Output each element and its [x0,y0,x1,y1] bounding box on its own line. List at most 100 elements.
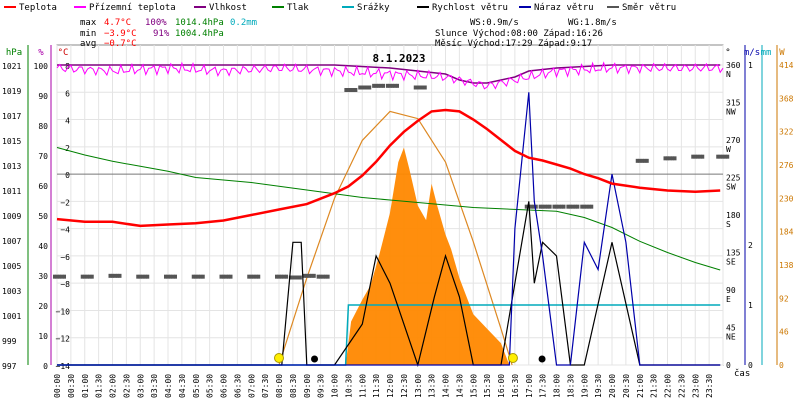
temp-tick-label: −10 [56,307,71,316]
rad-tick-label: 92 [779,294,789,303]
wind-dir-point [372,83,376,88]
wind-dir-point [635,158,639,163]
wind-dir-point [580,204,584,209]
hpa-tick-label: 1013 [2,162,21,171]
axes: hPa% °C1021101910171015101310111009100710… [2,45,794,398]
hpa-tick-label: 1009 [2,212,21,221]
wind-dir-point [222,274,225,279]
wind-dir-point [391,83,394,88]
wind-dir-point [316,274,320,279]
time-tick-label: 05:30 [206,374,215,398]
time-tick-label: 09:30 [317,374,326,398]
wind-dir-point [587,204,591,209]
temp-tick-label: −6 [60,253,70,262]
percent-tick-label: 60 [38,182,48,191]
wind-dir-point [305,273,309,278]
stat-min-temp: −3.9°C [104,29,137,39]
percent-tick-label: 90 [38,92,48,101]
hpa-tick-label: 1019 [2,87,21,96]
wind-dir-point [573,204,577,209]
time-tick-label: 14:00 [442,374,451,398]
wind-dir-point [543,204,547,209]
time-tick-label: 11:30 [372,374,381,398]
time-tick-label: 20:00 [608,374,617,398]
axis-unit-ms: m/s [744,48,760,58]
wind-dir-point [721,154,725,159]
wind-dir-point [393,83,397,88]
legend-label: Teplota [19,3,57,13]
legend-label: Přízemní teplota [89,3,176,13]
wind-dir-point [423,85,427,90]
dir-tick-name: S [726,220,731,229]
percent-tick-label: 0 [43,362,48,371]
wind-dir-point [298,275,302,280]
wind-dir-point [191,274,195,279]
wind-dir-point [257,274,261,279]
wind-dir-point [319,274,323,279]
wind-dir-point [354,88,358,92]
wind-dir-point [571,204,575,209]
wind-dir-point [568,204,572,209]
wind-dir-point [143,274,147,279]
wind-dir-point [532,204,536,209]
wind-dir-point [671,156,674,161]
moonrise-marker [538,355,546,363]
wind-speed-line [57,201,721,368]
stat-max-hum: 100% [145,18,167,28]
wind-dir-point [116,273,119,278]
temp-tick-label: 8 [65,62,70,71]
time-tick-label: 03:00 [136,374,145,398]
wind-dir-point [63,274,66,279]
wind-dir-point [85,274,89,279]
time-tick-label: 15:30 [483,374,492,398]
wind-dir-point [552,204,556,209]
wind-dir-point [693,154,697,159]
wind-dir-point [171,274,175,279]
wind-dir-point [663,156,667,161]
ms-tick-label: 1 [748,301,753,310]
time-axis-label: čas [734,368,750,379]
dir-tick-name: NE [726,333,736,342]
dir-tick-name: N [726,70,731,79]
hpa-tick-label: 997 [2,362,17,371]
hpa-tick-label: 1011 [2,187,21,196]
grid [56,45,724,366]
wind-dir-point [418,85,422,90]
rad-tick-label: 46 [779,328,789,337]
ground-temp-line [56,61,724,90]
stat-avg-temp: −0.7°C [104,39,137,49]
wind-dir-point [541,204,545,209]
wind-dir-point [219,274,223,279]
wind-dir-point [324,274,328,279]
wind-dir-point [80,274,84,279]
wind-dir-point [83,274,87,279]
hpa-tick-label: 1001 [2,312,21,321]
wind-dir-point [293,275,297,280]
percent-tick-label: 30 [38,272,48,281]
wind-dir-point [566,204,570,209]
temp-tick-label: 2 [65,144,70,153]
time-tick-label: 15:00 [469,374,478,398]
wind-dir-point [416,85,420,90]
wind-dir-point [716,154,720,159]
wind-dir-point [368,85,372,90]
wind-dir-point [321,274,325,279]
legend-label: Směr větru [622,3,676,13]
rad-tick-label: 0 [779,361,784,370]
time-tick-label: 22:30 [677,374,686,398]
wind-dir-point [666,156,669,161]
stats-panel: max 4.7°C 100% 1014.4hPa 0.2mm min −3.9°… [80,18,617,49]
wind-dir-point [138,274,142,279]
legend-label: Vlhkost [209,3,247,13]
wind-dir-point [113,273,117,278]
time-tick-label: 18:30 [566,374,575,398]
time-tick-label: 04:00 [164,374,173,398]
dir-tick-name: NW [726,108,736,117]
legend-label: Srážky [357,3,390,13]
wind-gust-line [57,92,721,366]
time-tick-label: 07:30 [261,374,270,398]
dir-tick-label: 270 [726,136,741,145]
dir-tick-name: SE [726,258,736,267]
wind-dir-point [548,204,552,209]
wind-dir-point [726,154,730,159]
